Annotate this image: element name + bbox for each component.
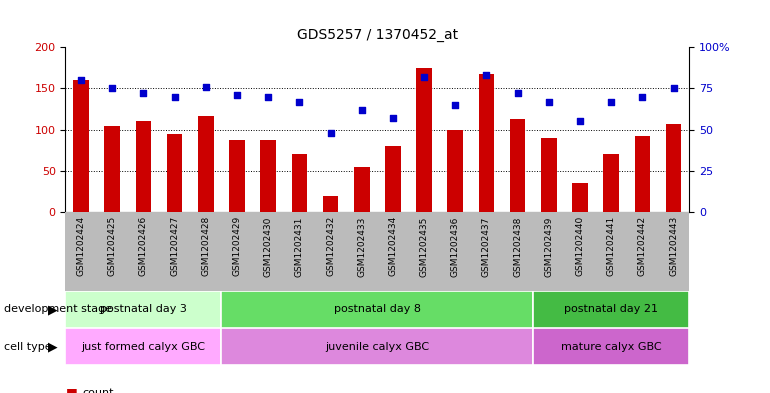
Point — [636, 94, 648, 100]
Title: GDS5257 / 1370452_at: GDS5257 / 1370452_at — [296, 28, 458, 42]
Point — [324, 130, 336, 136]
Text: development stage: development stage — [4, 305, 112, 314]
Point — [231, 92, 243, 98]
Text: GSM1202425: GSM1202425 — [108, 216, 117, 276]
Text: GSM1202429: GSM1202429 — [233, 216, 242, 276]
Text: GSM1202433: GSM1202433 — [357, 216, 367, 277]
Text: GSM1202439: GSM1202439 — [544, 216, 554, 277]
Text: GSM1202436: GSM1202436 — [450, 216, 460, 277]
Bar — [167, 134, 182, 212]
Text: ▶: ▶ — [49, 303, 58, 316]
Text: GSM1202435: GSM1202435 — [420, 216, 429, 277]
Bar — [447, 130, 463, 212]
Bar — [292, 154, 307, 212]
Bar — [541, 138, 557, 212]
Bar — [323, 196, 338, 212]
Point — [480, 72, 493, 78]
Bar — [354, 167, 370, 212]
Text: GSM1202441: GSM1202441 — [607, 216, 616, 276]
Point — [356, 107, 368, 113]
Bar — [385, 146, 400, 212]
Text: GSM1202424: GSM1202424 — [76, 216, 85, 276]
Text: cell type: cell type — [4, 342, 52, 352]
Point — [106, 85, 119, 92]
Text: GSM1202440: GSM1202440 — [575, 216, 584, 276]
Point — [75, 77, 87, 83]
Bar — [417, 68, 432, 212]
Text: GSM1202431: GSM1202431 — [295, 216, 304, 277]
Point — [169, 94, 181, 100]
Point — [418, 74, 430, 80]
Bar — [510, 119, 525, 212]
Text: ■: ■ — [65, 386, 77, 393]
Bar — [65, 291, 222, 328]
Text: GSM1202432: GSM1202432 — [326, 216, 335, 276]
Point — [668, 85, 680, 92]
Bar — [73, 80, 89, 212]
Point — [262, 94, 274, 100]
Bar — [198, 116, 213, 212]
Text: GSM1202443: GSM1202443 — [669, 216, 678, 276]
Text: GSM1202426: GSM1202426 — [139, 216, 148, 276]
Bar — [533, 328, 689, 365]
Point — [449, 102, 461, 108]
Point — [387, 115, 399, 121]
Text: juvenile calyx GBC: juvenile calyx GBC — [325, 342, 430, 352]
Text: GSM1202437: GSM1202437 — [482, 216, 491, 277]
Bar — [229, 140, 245, 212]
Bar — [65, 328, 222, 365]
Point — [511, 90, 524, 97]
Bar — [533, 291, 689, 328]
Text: GSM1202430: GSM1202430 — [263, 216, 273, 277]
Text: GSM1202428: GSM1202428 — [201, 216, 210, 276]
Bar — [634, 136, 650, 212]
Text: GSM1202438: GSM1202438 — [513, 216, 522, 277]
Text: mature calyx GBC: mature calyx GBC — [561, 342, 661, 352]
Point — [293, 99, 306, 105]
Point — [137, 90, 149, 97]
Text: GSM1202434: GSM1202434 — [388, 216, 397, 276]
Text: postnatal day 3: postnatal day 3 — [100, 305, 187, 314]
Text: postnatal day 8: postnatal day 8 — [334, 305, 420, 314]
Bar — [260, 140, 276, 212]
Point — [543, 99, 555, 105]
Bar — [105, 125, 120, 212]
Point — [199, 84, 212, 90]
Point — [605, 99, 618, 105]
Bar — [136, 121, 151, 212]
Bar — [222, 328, 533, 365]
Bar — [479, 73, 494, 212]
Text: postnatal day 21: postnatal day 21 — [564, 305, 658, 314]
Text: just formed calyx GBC: just formed calyx GBC — [82, 342, 206, 352]
Text: count: count — [82, 388, 114, 393]
Bar — [572, 183, 588, 212]
Text: ▶: ▶ — [49, 340, 58, 353]
Text: GSM1202427: GSM1202427 — [170, 216, 179, 276]
Bar — [666, 124, 681, 212]
Text: GSM1202442: GSM1202442 — [638, 216, 647, 276]
Point — [574, 118, 586, 125]
Bar — [604, 154, 619, 212]
Bar — [222, 291, 533, 328]
